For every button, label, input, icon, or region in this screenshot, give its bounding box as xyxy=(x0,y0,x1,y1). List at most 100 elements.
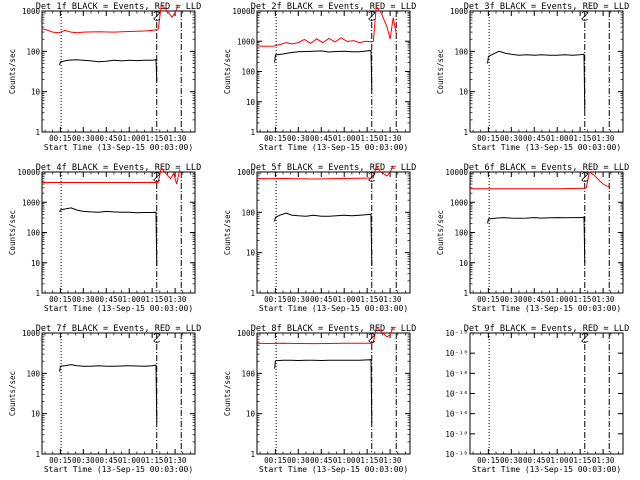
y-tick-label: 10000 xyxy=(232,7,255,16)
events-series-line xyxy=(487,216,586,263)
lld-series-line xyxy=(42,5,182,34)
x-tick-label: 00:30 xyxy=(72,134,95,143)
x-tick-label: 01:30 xyxy=(592,295,615,304)
chart-panel-8: Det 8f BLACK = Events, RED = LLD 1 10 100 10… xyxy=(223,324,416,474)
x-tick-label: 00:30 xyxy=(500,295,523,304)
x-tick-label: 00:15 xyxy=(49,134,72,143)
chart-panel-2: Det 2f BLACK = Events, RED = LLD 1 10 100 10… xyxy=(223,2,416,152)
y-axis-label: Counts/sec xyxy=(223,49,232,94)
x-tick-label: 01:30 xyxy=(164,456,187,465)
y-tick-label: 10 xyxy=(31,259,41,268)
x-axis-label: Start Time (13-Sep-15 00:03:00) xyxy=(259,143,408,152)
x-tick-label: 01:15 xyxy=(569,295,592,304)
events-series-line xyxy=(59,59,158,82)
x-tick-label: 00:30 xyxy=(72,456,95,465)
y-tick-label: 1 xyxy=(35,450,40,459)
x-axis-label: Start Time (13-Sep-15 00:03:00) xyxy=(472,143,621,152)
x-tick-label: 00:15 xyxy=(264,295,287,304)
x-tick-label: 01:15 xyxy=(356,295,379,304)
chart-title: Det 5f BLACK = Events, RED = LLD xyxy=(251,163,417,173)
chart-panel-1: Det 1f BLACK = Events, RED = LLD 1 10 100 10… xyxy=(8,2,201,152)
x-tick-label: 00:30 xyxy=(500,134,523,143)
x-tick-label: 01:15 xyxy=(356,456,379,465)
chart-panel-3: Det 3f BLACK = Events, RED = LLD 1 10 100 10… xyxy=(436,2,629,152)
x-tick-label: 01:15 xyxy=(141,456,164,465)
x-tick-label: 00:30 xyxy=(287,134,310,143)
x-tick-label: 01:15 xyxy=(356,134,379,143)
x-tick-label: 01:30 xyxy=(379,295,402,304)
y-tick-label: 1 xyxy=(250,289,255,298)
chart-title: Det 8f BLACK = Events, RED = LLD xyxy=(251,324,417,334)
x-tick-label: 01:00 xyxy=(333,295,356,304)
x-tick-label: 00:45 xyxy=(310,456,333,465)
y-tick-label: 10 xyxy=(246,98,256,107)
x-axis-label: Start Time (13-Sep-15 00:03:00) xyxy=(472,304,621,313)
x-tick-label: 00:30 xyxy=(72,295,95,304)
x-tick-label: 01:00 xyxy=(333,134,356,143)
chart-title: Det 4f BLACK = Events, RED = LLD xyxy=(36,163,202,173)
x-tick-label: 00:45 xyxy=(523,456,546,465)
y-axis-label: Counts/sec xyxy=(436,49,445,94)
lld-series-line xyxy=(257,166,397,180)
x-tick-label: 00:45 xyxy=(310,295,333,304)
y-axis-label: Counts/sec xyxy=(8,210,17,255)
events-series-line xyxy=(59,207,158,266)
plot-frame xyxy=(41,10,196,133)
lld-series-line xyxy=(42,166,181,185)
x-tick-label: 00:15 xyxy=(477,134,500,143)
lld-series-line xyxy=(257,327,397,345)
events-series-line xyxy=(274,359,373,423)
y-tick-label: 10⁻¹⁰ xyxy=(445,329,468,338)
x-axis-label: Start Time (13-Sep-15 00:03:00) xyxy=(259,304,408,313)
y-tick-label: 10⁻¹⁰ xyxy=(445,369,468,378)
x-tick-label: 01:30 xyxy=(592,134,615,143)
x-axis-label: Start Time (13-Sep-15 00:03:00) xyxy=(44,465,193,474)
y-tick-label: 10000 xyxy=(17,168,40,177)
y-tick-label: 10⁻¹⁰ xyxy=(445,430,468,439)
chart-title: Det 6f BLACK = Events, RED = LLD xyxy=(464,163,630,173)
plot-frame xyxy=(256,10,411,133)
x-tick-label: 01:30 xyxy=(592,456,615,465)
x-tick-label: 00:45 xyxy=(523,134,546,143)
events-series-line xyxy=(274,212,373,265)
plot-frame xyxy=(469,171,624,294)
y-tick-label: 100 xyxy=(454,47,468,56)
event-marker-icon xyxy=(368,11,376,21)
x-tick-label: 01:30 xyxy=(379,456,402,465)
event-marker-icon xyxy=(368,333,376,343)
chart-title: Det 2f BLACK = Events, RED = LLD xyxy=(251,2,417,12)
x-tick-label: 00:45 xyxy=(95,134,118,143)
event-marker-icon xyxy=(153,11,161,21)
chart-title: Det 1f BLACK = Events, RED = LLD xyxy=(36,2,202,12)
y-tick-label: 1000 xyxy=(450,198,469,207)
y-tick-label: 1000 xyxy=(22,198,41,207)
event-marker-icon xyxy=(153,172,161,182)
x-tick-label: 01:00 xyxy=(546,295,569,304)
lld-series-line xyxy=(257,5,397,47)
events-series-line xyxy=(487,50,586,111)
event-marker-icon xyxy=(368,172,376,182)
y-tick-label: 1 xyxy=(463,289,468,298)
chart-panel-6: Det 6f BLACK = Events, RED = LLD 1 10 100 10… xyxy=(436,163,629,313)
x-tick-label: 00:45 xyxy=(310,134,333,143)
x-tick-label: 01:00 xyxy=(118,456,141,465)
x-tick-label: 01:00 xyxy=(118,295,141,304)
y-tick-label: 10 xyxy=(459,88,469,97)
event-marker-icon xyxy=(153,333,161,343)
x-tick-label: 00:45 xyxy=(523,295,546,304)
chart-title: Det 3f BLACK = Events, RED = LLD xyxy=(464,2,630,12)
x-tick-label: 01:00 xyxy=(546,134,569,143)
x-tick-label: 00:15 xyxy=(477,456,500,465)
y-tick-label: 1000 xyxy=(237,37,256,46)
plot-frame xyxy=(256,171,411,294)
event-marker-icon xyxy=(581,11,589,21)
y-tick-label: 100 xyxy=(454,229,468,238)
y-tick-label: 100 xyxy=(26,369,40,378)
x-tick-label: 01:00 xyxy=(118,134,141,143)
plot-frame xyxy=(41,171,196,294)
x-tick-label: 01:15 xyxy=(141,134,164,143)
x-axis-label: Start Time (13-Sep-15 00:03:00) xyxy=(259,465,408,474)
chart-panel-7: Det 7f BLACK = Events, RED = LLD 1 10 100 10… xyxy=(8,324,201,474)
event-marker-icon xyxy=(581,333,589,343)
x-tick-label: 00:30 xyxy=(287,295,310,304)
